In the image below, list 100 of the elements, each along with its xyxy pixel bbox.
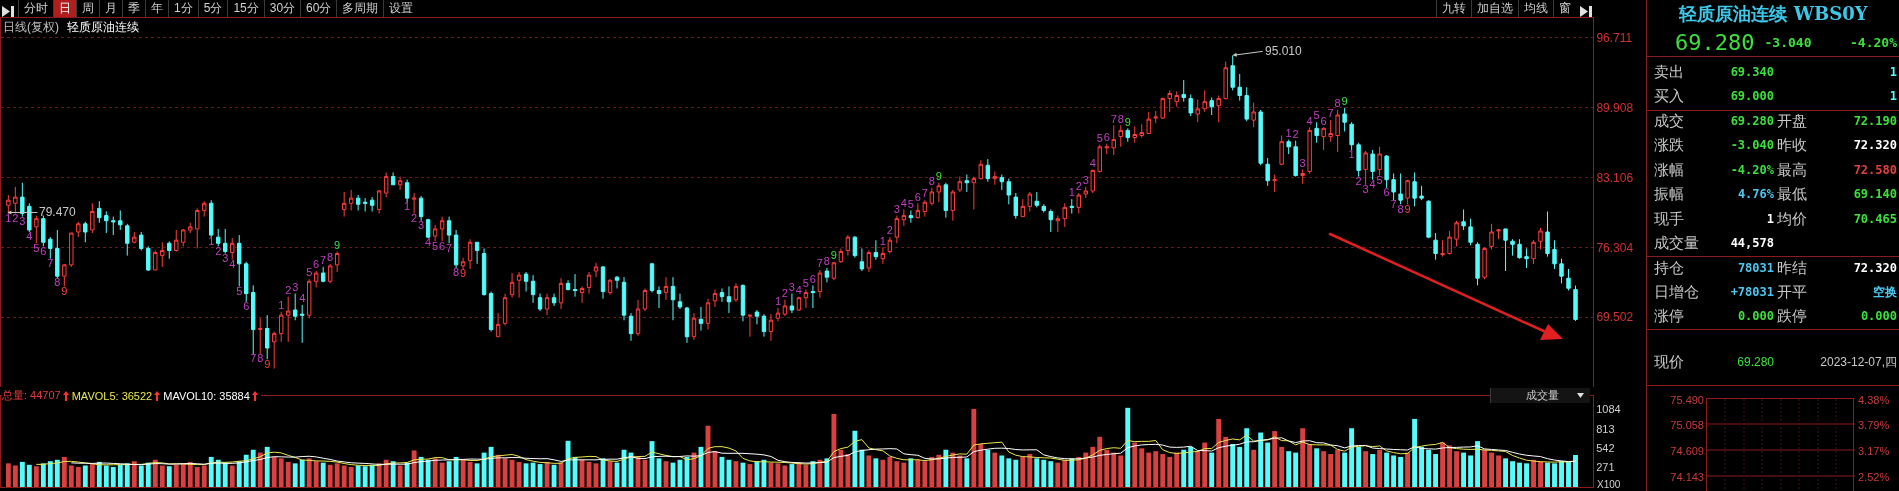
text: 3 bbox=[19, 214, 26, 227]
candlestick bbox=[90, 202, 95, 234]
candlestick bbox=[1573, 285, 1578, 322]
candlestick bbox=[1139, 123, 1144, 139]
text: 3.79% bbox=[1858, 419, 1890, 431]
candlestick bbox=[160, 241, 165, 268]
bar bbox=[215, 459, 221, 487]
bar bbox=[1062, 459, 1068, 487]
text: 60分 bbox=[300, 0, 337, 17]
annotation: 成交量 bbox=[1526, 388, 1559, 403]
bar bbox=[1461, 452, 1467, 487]
bar bbox=[1118, 455, 1124, 487]
candlestick bbox=[677, 293, 683, 310]
text: 1 bbox=[5, 211, 12, 224]
text: 开平 bbox=[1777, 282, 1807, 302]
bar bbox=[775, 463, 781, 487]
candlestick bbox=[635, 299, 641, 337]
text: 30分 bbox=[263, 0, 301, 17]
bar bbox=[285, 461, 291, 487]
text: 4 bbox=[900, 196, 907, 209]
bar bbox=[236, 461, 242, 487]
candlestick bbox=[999, 174, 1005, 191]
bar bbox=[502, 458, 508, 487]
y-axis-title: X100 bbox=[1597, 479, 1621, 490]
bar bbox=[166, 466, 172, 487]
candlestick bbox=[97, 200, 102, 224]
bar bbox=[446, 461, 452, 487]
candlestick bbox=[237, 234, 242, 287]
bar bbox=[75, 466, 81, 487]
text: 2 bbox=[1292, 127, 1299, 140]
text: 跌停 bbox=[1777, 306, 1807, 326]
text: 4.38% bbox=[1858, 394, 1890, 406]
text: 78031 bbox=[1737, 261, 1774, 275]
bar bbox=[47, 461, 53, 487]
bar bbox=[992, 452, 998, 487]
candlestick bbox=[516, 271, 522, 299]
candlestick bbox=[530, 274, 536, 304]
bar bbox=[782, 465, 788, 487]
text: 74.609 bbox=[1670, 445, 1704, 457]
bar bbox=[1314, 448, 1320, 487]
text: 现手 bbox=[1654, 209, 1684, 229]
bar bbox=[54, 459, 60, 487]
bar bbox=[173, 464, 179, 487]
bar bbox=[1244, 428, 1250, 487]
text: 1 bbox=[404, 200, 411, 213]
bar bbox=[306, 458, 312, 487]
bar bbox=[159, 465, 165, 487]
bar bbox=[131, 461, 137, 487]
candlestick bbox=[1132, 125, 1137, 144]
candlestick bbox=[950, 189, 956, 222]
bar bbox=[495, 454, 501, 487]
bar bbox=[1454, 451, 1460, 487]
candlestick bbox=[34, 215, 39, 244]
bar bbox=[341, 465, 347, 487]
bar bbox=[376, 463, 382, 487]
candlestick bbox=[1097, 144, 1102, 173]
text: 2 bbox=[285, 283, 292, 296]
candlestick bbox=[698, 306, 704, 332]
bar bbox=[530, 462, 536, 487]
candlestick bbox=[1104, 143, 1109, 155]
text: 2 bbox=[411, 211, 418, 224]
bar bbox=[845, 454, 851, 487]
bar bbox=[1216, 418, 1222, 487]
candlestick bbox=[1475, 241, 1480, 286]
bar bbox=[404, 462, 410, 487]
bar bbox=[453, 456, 459, 487]
candlestick bbox=[285, 296, 291, 343]
candlestick bbox=[1412, 171, 1417, 207]
candlestick bbox=[1468, 218, 1473, 246]
text: 5 bbox=[1096, 132, 1103, 145]
candlestick bbox=[299, 304, 305, 344]
text: 1 bbox=[1889, 89, 1897, 103]
text: 8 bbox=[257, 352, 264, 365]
text: 8 bbox=[327, 251, 334, 264]
candlestick bbox=[761, 313, 767, 338]
bar bbox=[1125, 407, 1131, 487]
candlestick bbox=[586, 271, 592, 295]
text: 74.143 bbox=[1670, 471, 1704, 483]
candlestick bbox=[202, 200, 207, 218]
candlestick bbox=[271, 331, 277, 370]
text: 9 bbox=[1404, 202, 1411, 215]
candlestick bbox=[873, 239, 879, 261]
bar bbox=[929, 456, 935, 487]
candlestick bbox=[1335, 109, 1340, 153]
candlestick bbox=[153, 249, 158, 271]
text: 5 bbox=[236, 284, 243, 297]
candlestick bbox=[1510, 238, 1515, 257]
text: 6 bbox=[40, 244, 47, 257]
candlestick bbox=[69, 232, 74, 268]
candlestick bbox=[691, 312, 697, 341]
bar bbox=[1559, 461, 1564, 487]
bar bbox=[82, 465, 88, 487]
candlestick bbox=[244, 261, 249, 303]
candlestick bbox=[1153, 110, 1158, 124]
bar bbox=[278, 458, 284, 487]
candlestick bbox=[1426, 199, 1431, 239]
text: 8 bbox=[823, 255, 830, 268]
candlestick bbox=[1181, 79, 1186, 103]
chart-subtitle: 轻质原油连续 bbox=[67, 20, 139, 34]
candlestick bbox=[278, 311, 284, 343]
